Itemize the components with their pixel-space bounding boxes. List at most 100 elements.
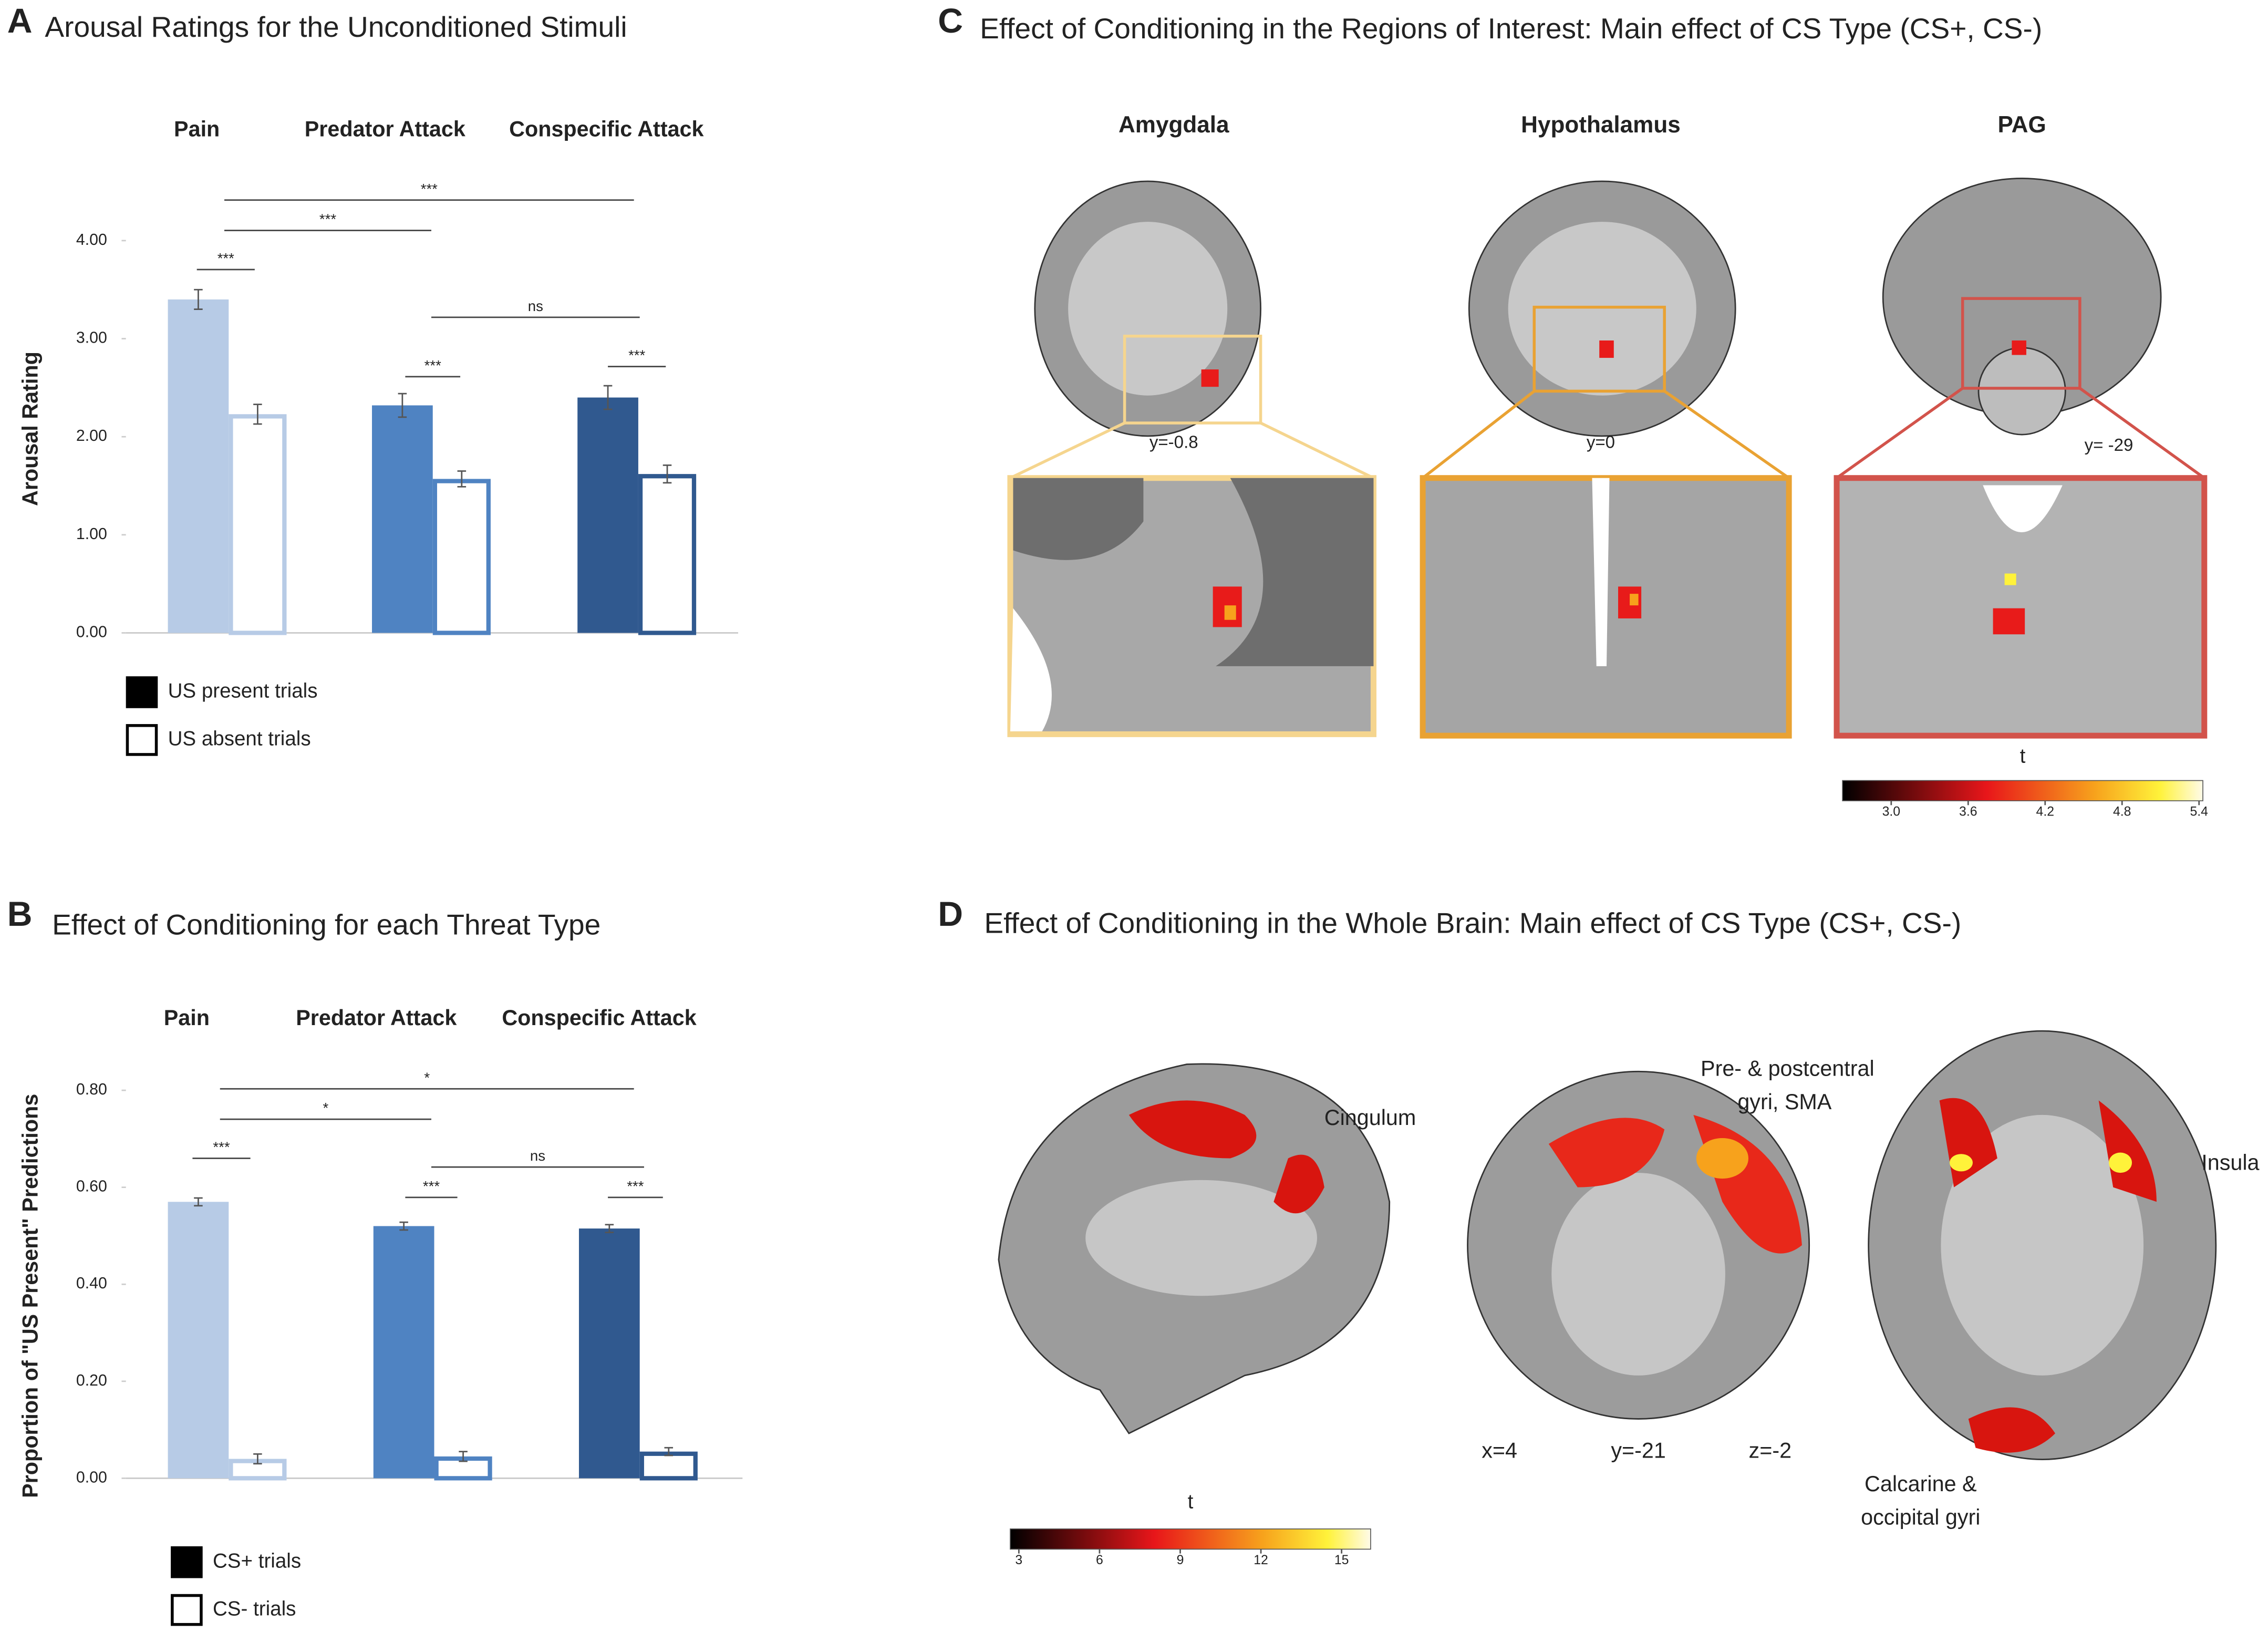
colorbar-tick-label: 6	[1096, 1553, 1103, 1567]
significance-label: ***	[213, 1139, 230, 1155]
legend-label: CS- trials	[213, 1597, 296, 1620]
bar	[638, 474, 697, 635]
significance-label: ***	[423, 1178, 440, 1194]
error-bar	[253, 1453, 262, 1465]
significance-label: *	[424, 1069, 430, 1086]
significance-label: ***	[218, 250, 234, 266]
y-axis-label: Arousal Rating	[18, 352, 43, 506]
y-axis-label: Proportion of "US Present" Predictions	[18, 1094, 43, 1498]
panel-letter: D	[938, 895, 963, 934]
error-bar	[194, 288, 203, 310]
error-bar	[194, 1197, 203, 1207]
y-tick-label: 0.40	[76, 1275, 107, 1292]
colorbar-tick-label: 4.2	[2036, 805, 2054, 819]
y-tick-label: 0.00	[76, 623, 107, 641]
bar	[372, 405, 433, 633]
colorbar	[1010, 1528, 1371, 1550]
brain-images-d	[998, 1030, 2217, 1460]
y-tick-label: 0.00	[76, 1469, 107, 1486]
colorbar-tick-label: 5.4	[2190, 805, 2208, 819]
category-label: Conspecific Attack	[502, 1006, 697, 1030]
error-bar	[664, 1447, 674, 1457]
panel-title: Effect of Conditioning in the Whole Brai…	[984, 907, 1961, 939]
error-bar	[253, 404, 262, 425]
bar	[168, 1202, 229, 1479]
significance-label: ns	[528, 298, 543, 314]
region-label: gyri, SMA	[1737, 1090, 1831, 1114]
significance-label: ***	[628, 347, 645, 364]
error-bar	[605, 1224, 614, 1233]
slice-coordinate: y=-21	[1611, 1439, 1665, 1463]
error-bar	[459, 1451, 468, 1462]
significance-label: *	[323, 1100, 329, 1116]
colorbar-tick-label: 3.0	[1882, 805, 1900, 819]
bar	[168, 299, 229, 633]
colorbar	[1842, 780, 2203, 801]
panel-letter: A	[7, 2, 33, 40]
category-label: Predator Attack	[296, 1006, 457, 1030]
slice-coordinate: y=0	[1587, 432, 1615, 452]
slice-coordinate: y= -29	[2085, 436, 2134, 455]
error-bar	[603, 385, 613, 410]
panel-title: Effect of Conditioning in the Regions of…	[980, 12, 2042, 45]
category-label: Predator Attack	[305, 117, 466, 141]
legend-label: US absent trials	[168, 728, 311, 750]
significance-label: ns	[530, 1148, 545, 1164]
y-tick-label: 0.20	[76, 1372, 107, 1389]
category-label: Pain	[174, 117, 220, 141]
legend-swatch	[171, 1546, 203, 1578]
slice-coordinate: z=-2	[1749, 1439, 1792, 1463]
colorbar-tick-label: 15	[1334, 1553, 1349, 1567]
significance-label: ***	[319, 211, 336, 228]
category-label: Pain	[164, 1006, 210, 1030]
y-tick-label: 3.00	[76, 329, 107, 347]
bar	[432, 479, 491, 635]
region-label: occipital gyri	[1861, 1505, 1980, 1529]
colorbar-tick-label: 9	[1177, 1553, 1184, 1567]
panel-letter: C	[938, 2, 963, 40]
bar	[577, 397, 638, 633]
colorbar-tick-label: 12	[1254, 1553, 1268, 1567]
region-label: PAG	[1998, 112, 2046, 138]
colorbar-tick-label: 4.8	[2113, 805, 2131, 819]
region-label: Amygdala	[1119, 112, 1229, 138]
region-label: Hypothalamus	[1521, 112, 1681, 138]
legend-swatch	[126, 676, 158, 708]
y-tick-label: 0.60	[76, 1178, 107, 1195]
legend-label: US present trials	[168, 680, 318, 703]
legend-swatch	[171, 1594, 203, 1626]
legend-label: CS+ trials	[213, 1550, 301, 1572]
brain-images-c	[1007, 178, 2208, 739]
panel-letter: B	[7, 895, 33, 934]
chart-title: Effect of Conditioning for each Threat T…	[52, 908, 600, 941]
colorbar-label: t	[2020, 745, 2026, 768]
region-label: Insula	[2201, 1150, 2259, 1174]
colorbar-label: t	[1188, 1490, 1194, 1513]
significance-label: ***	[627, 1178, 644, 1194]
significance-label: ***	[424, 357, 441, 374]
bar	[639, 1451, 698, 1481]
significance-label: ***	[421, 181, 438, 197]
error-bar	[399, 1221, 408, 1231]
slice-coordinate: y=-0.8	[1149, 432, 1198, 452]
bar	[373, 1226, 434, 1479]
y-tick-label: 1.00	[76, 525, 107, 543]
error-bar	[457, 470, 467, 488]
chart-title: Arousal Ratings for the Unconditioned St…	[45, 11, 627, 43]
category-label: Conspecific Attack	[509, 117, 704, 141]
region-label: Pre- & postcentral	[1701, 1056, 1875, 1080]
slice-coordinate: x=4	[1482, 1439, 1517, 1463]
error-bar	[662, 464, 672, 484]
region-label: Calcarine &	[1865, 1472, 1977, 1496]
colorbar-tick-label: 3.6	[1959, 805, 1977, 819]
legend-swatch	[126, 724, 158, 756]
bar	[229, 414, 287, 635]
bar	[578, 1228, 640, 1479]
error-bar	[398, 392, 407, 418]
y-tick-label: 0.80	[76, 1081, 107, 1098]
y-tick-label: 4.00	[76, 231, 107, 249]
colorbar-tick-label: 3	[1015, 1553, 1022, 1567]
y-tick-label: 2.00	[76, 427, 107, 445]
region-label: Cingulum	[1324, 1106, 1416, 1130]
